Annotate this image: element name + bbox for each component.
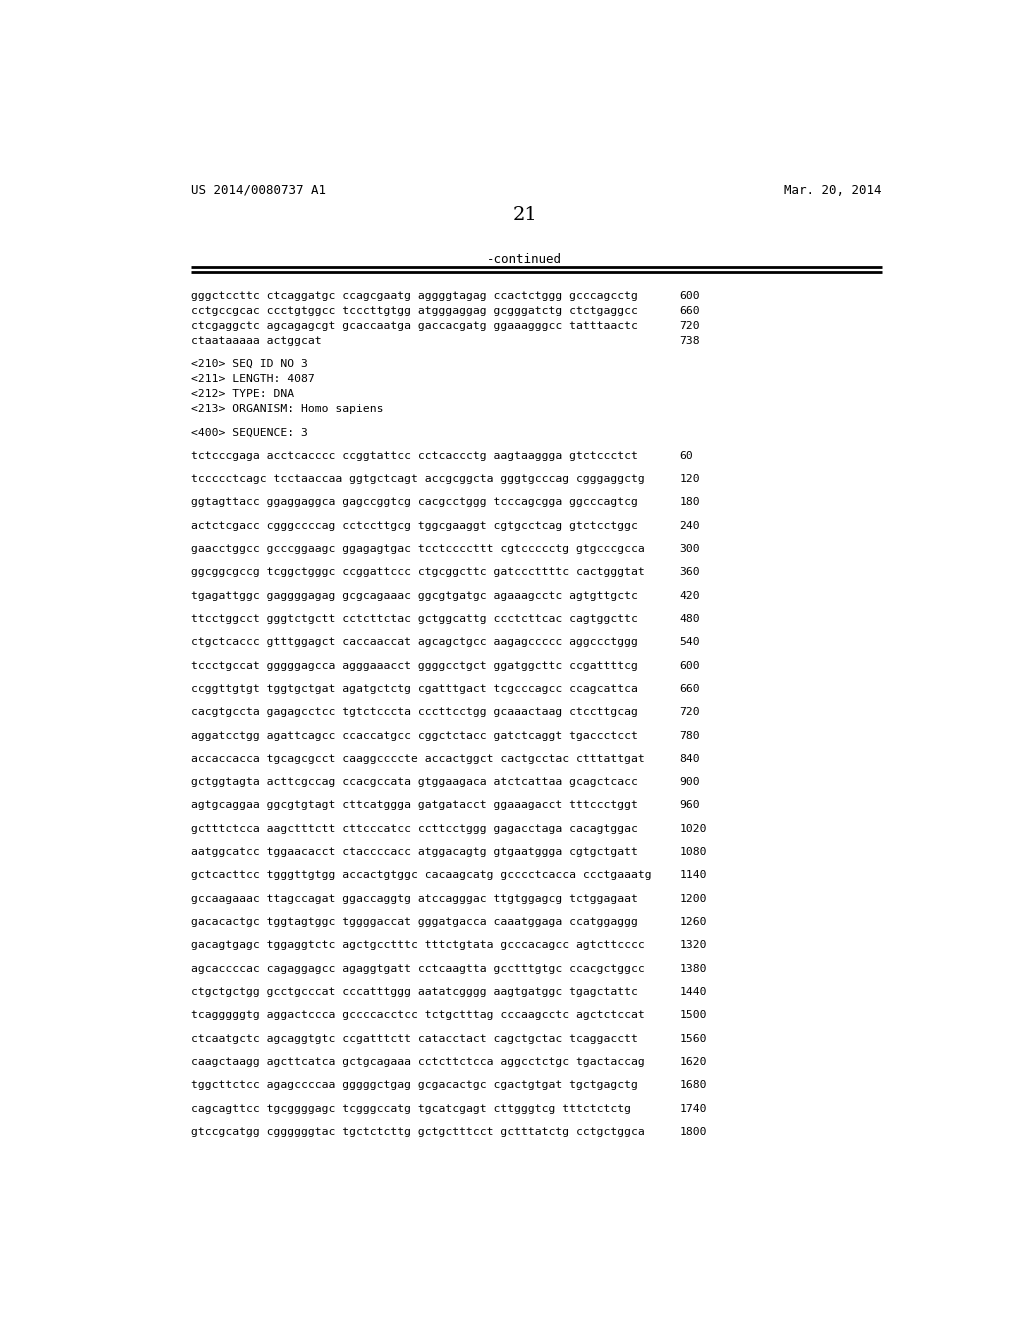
Text: <212> TYPE: DNA: <212> TYPE: DNA — [191, 389, 295, 399]
Text: <213> ORGANISM: Homo sapiens: <213> ORGANISM: Homo sapiens — [191, 404, 384, 414]
Text: tccccctcagc tcctaaccaa ggtgctcagt accgcggcta gggtgcccag cgggaggctg: tccccctcagc tcctaaccaa ggtgctcagt accgcg… — [191, 474, 645, 484]
Text: ccggttgtgt tggtgctgat agatgctctg cgatttgact tcgcccagcc ccagcattca: ccggttgtgt tggtgctgat agatgctctg cgatttg… — [191, 684, 638, 694]
Text: tggcttctcc agagccccaa gggggctgag gcgacactgc cgactgtgat tgctgagctg: tggcttctcc agagccccaa gggggctgag gcgacac… — [191, 1080, 638, 1090]
Text: 780: 780 — [680, 730, 700, 741]
Text: 660: 660 — [680, 684, 700, 694]
Text: gacacactgc tggtagtggc tggggaccat gggatgacca caaatggaga ccatggaggg: gacacactgc tggtagtggc tggggaccat gggatga… — [191, 917, 638, 927]
Text: aggatcctgg agattcagcc ccaccatgcc cggctctacc gatctcaggt tgaccctcct: aggatcctgg agattcagcc ccaccatgcc cggctct… — [191, 730, 638, 741]
Text: ctgctgctgg gcctgcccat cccatttggg aatatcgggg aagtgatggc tgagctattc: ctgctgctgg gcctgcccat cccatttggg aatatcg… — [191, 987, 638, 997]
Text: gctggtagta acttcgccag ccacgccata gtggaagaca atctcattaa gcagctcacc: gctggtagta acttcgccag ccacgccata gtggaag… — [191, 777, 638, 787]
Text: ctaataaaaa actggcat: ctaataaaaa actggcat — [191, 335, 323, 346]
Text: 1800: 1800 — [680, 1127, 707, 1137]
Text: 600: 600 — [680, 290, 700, 301]
Text: 540: 540 — [680, 638, 700, 647]
Text: 1140: 1140 — [680, 870, 707, 880]
Text: ggcggcgccg tcggctgggc ccggattccc ctgcggcttc gatcccttttc cactgggtat: ggcggcgccg tcggctgggc ccggattccc ctgcggc… — [191, 568, 645, 577]
Text: 900: 900 — [680, 777, 700, 787]
Text: 1440: 1440 — [680, 987, 707, 997]
Text: 720: 720 — [680, 708, 700, 717]
Text: gggctccttc ctcaggatgc ccagcgaatg aggggtagag ccactctggg gcccagcctg: gggctccttc ctcaggatgc ccagcgaatg aggggta… — [191, 290, 638, 301]
Text: 720: 720 — [680, 321, 700, 330]
Text: tcagggggtg aggactccca gccccacctcc tctgctttag cccaagcctc agctctccat: tcagggggtg aggactccca gccccacctcc tctgct… — [191, 1010, 645, 1020]
Text: agtgcaggaa ggcgtgtagt cttcatggga gatgatacct ggaaagacct tttccctggt: agtgcaggaa ggcgtgtagt cttcatggga gatgata… — [191, 800, 638, 810]
Text: 120: 120 — [680, 474, 700, 484]
Text: gccaagaaac ttagccagat ggaccaggtg atccagggac ttgtggagcg tctggagaat: gccaagaaac ttagccagat ggaccaggtg atccagg… — [191, 894, 638, 904]
Text: 1020: 1020 — [680, 824, 707, 834]
Text: <210> SEQ ID NO 3: <210> SEQ ID NO 3 — [191, 359, 308, 370]
Text: 840: 840 — [680, 754, 700, 764]
Text: gctttctcca aagctttctt cttcccatcc ccttcctggg gagacctaga cacagtggac: gctttctcca aagctttctt cttcccatcc ccttcct… — [191, 824, 638, 834]
Text: ctcaatgctc agcaggtgtc ccgatttctt catacctact cagctgctac tcaggacctt: ctcaatgctc agcaggtgtc ccgatttctt catacct… — [191, 1034, 638, 1044]
Text: 1620: 1620 — [680, 1057, 707, 1067]
Text: 300: 300 — [680, 544, 700, 554]
Text: US 2014/0080737 A1: US 2014/0080737 A1 — [191, 183, 327, 197]
Text: 960: 960 — [680, 800, 700, 810]
Text: cacgtgccta gagagcctcc tgtctcccta cccttcctgg gcaaactaag ctccttgcag: cacgtgccta gagagcctcc tgtctcccta cccttcc… — [191, 708, 638, 717]
Text: 420: 420 — [680, 590, 700, 601]
Text: gaacctggcc gcccggaagc ggagagtgac tcctccccttt cgtccccctg gtgcccgcca: gaacctggcc gcccggaagc ggagagtgac tcctccc… — [191, 544, 645, 554]
Text: 1500: 1500 — [680, 1010, 707, 1020]
Text: 660: 660 — [680, 305, 700, 315]
Text: 1380: 1380 — [680, 964, 707, 974]
Text: ttcctggcct gggtctgctt cctcttctac gctggcattg ccctcttcac cagtggcttc: ttcctggcct gggtctgctt cctcttctac gctggca… — [191, 614, 638, 624]
Text: tgagattggc gaggggagag gcgcagaaac ggcgtgatgc agaaagcctc agtgttgctc: tgagattggc gaggggagag gcgcagaaac ggcgtga… — [191, 590, 638, 601]
Text: cctgccgcac ccctgtggcc tcccttgtgg atgggaggag gcgggatctg ctctgaggcc: cctgccgcac ccctgtggcc tcccttgtgg atgggag… — [191, 305, 638, 315]
Text: tccctgccat gggggagcca agggaaacct ggggcctgct ggatggcttc ccgattttcg: tccctgccat gggggagcca agggaaacct ggggcct… — [191, 660, 638, 671]
Text: cagcagttcc tgcggggagc tcgggccatg tgcatcgagt cttgggtcg tttctctctg: cagcagttcc tgcggggagc tcgggccatg tgcatcg… — [191, 1104, 632, 1114]
Text: 360: 360 — [680, 568, 700, 577]
Text: caagctaagg agcttcatca gctgcagaaa cctcttctcca aggcctctgc tgactaccag: caagctaagg agcttcatca gctgcagaaa cctcttc… — [191, 1057, 645, 1067]
Text: 738: 738 — [680, 335, 700, 346]
Text: 240: 240 — [680, 520, 700, 531]
Text: gacagtgagc tggaggtctc agctgcctttc tttctgtata gcccacagcc agtcttcccc: gacagtgagc tggaggtctc agctgcctttc tttctg… — [191, 940, 645, 950]
Text: ctcgaggctc agcagagcgt gcaccaatga gaccacgatg ggaaagggcc tatttaactc: ctcgaggctc agcagagcgt gcaccaatga gaccacg… — [191, 321, 638, 330]
Text: gtccgcatgg cggggggtac tgctctcttg gctgctttcct gctttatctg cctgctggca: gtccgcatgg cggggggtac tgctctcttg gctgctt… — [191, 1127, 645, 1137]
Text: <400> SEQUENCE: 3: <400> SEQUENCE: 3 — [191, 428, 308, 437]
Text: actctcgacc cgggccccag cctccttgcg tggcgaaggt cgtgcctcag gtctcctggc: actctcgacc cgggccccag cctccttgcg tggcgaa… — [191, 520, 638, 531]
Text: 21: 21 — [512, 206, 538, 224]
Text: 480: 480 — [680, 614, 700, 624]
Text: 1080: 1080 — [680, 847, 707, 857]
Text: <211> LENGTH: 4087: <211> LENGTH: 4087 — [191, 374, 315, 384]
Text: 180: 180 — [680, 498, 700, 507]
Text: ctgctcaccc gtttggagct caccaaccat agcagctgcc aagagccccc aggccctggg: ctgctcaccc gtttggagct caccaaccat agcagct… — [191, 638, 638, 647]
Text: tctcccgaga acctcacccc ccggtattcc cctcaccctg aagtaaggga gtctccctct: tctcccgaga acctcacccc ccggtattcc cctcacc… — [191, 450, 638, 461]
Text: accaccacca tgcagcgcct caaggccccte accactggct cactgcctac ctttattgat: accaccacca tgcagcgcct caaggccccte accact… — [191, 754, 645, 764]
Text: 1320: 1320 — [680, 940, 707, 950]
Text: 600: 600 — [680, 660, 700, 671]
Text: 1260: 1260 — [680, 917, 707, 927]
Text: 1200: 1200 — [680, 894, 707, 904]
Text: ggtagttacc ggaggaggca gagccggtcg cacgcctggg tcccagcgga ggcccagtcg: ggtagttacc ggaggaggca gagccggtcg cacgcct… — [191, 498, 638, 507]
Text: Mar. 20, 2014: Mar. 20, 2014 — [784, 183, 882, 197]
Text: aatggcatcc tggaacacct ctaccccacc atggacagtg gtgaatggga cgtgctgatt: aatggcatcc tggaacacct ctaccccacc atggaca… — [191, 847, 638, 857]
Text: agcaccccac cagaggagcc agaggtgatt cctcaagtta gcctttgtgc ccacgctggcc: agcaccccac cagaggagcc agaggtgatt cctcaag… — [191, 964, 645, 974]
Text: 1560: 1560 — [680, 1034, 707, 1044]
Text: 60: 60 — [680, 450, 693, 461]
Text: 1740: 1740 — [680, 1104, 707, 1114]
Text: gctcacttcc tgggttgtgg accactgtggc cacaagcatg gcccctcacca ccctgaaatg: gctcacttcc tgggttgtgg accactgtggc cacaag… — [191, 870, 652, 880]
Text: -continued: -continued — [487, 253, 562, 265]
Text: 1680: 1680 — [680, 1080, 707, 1090]
